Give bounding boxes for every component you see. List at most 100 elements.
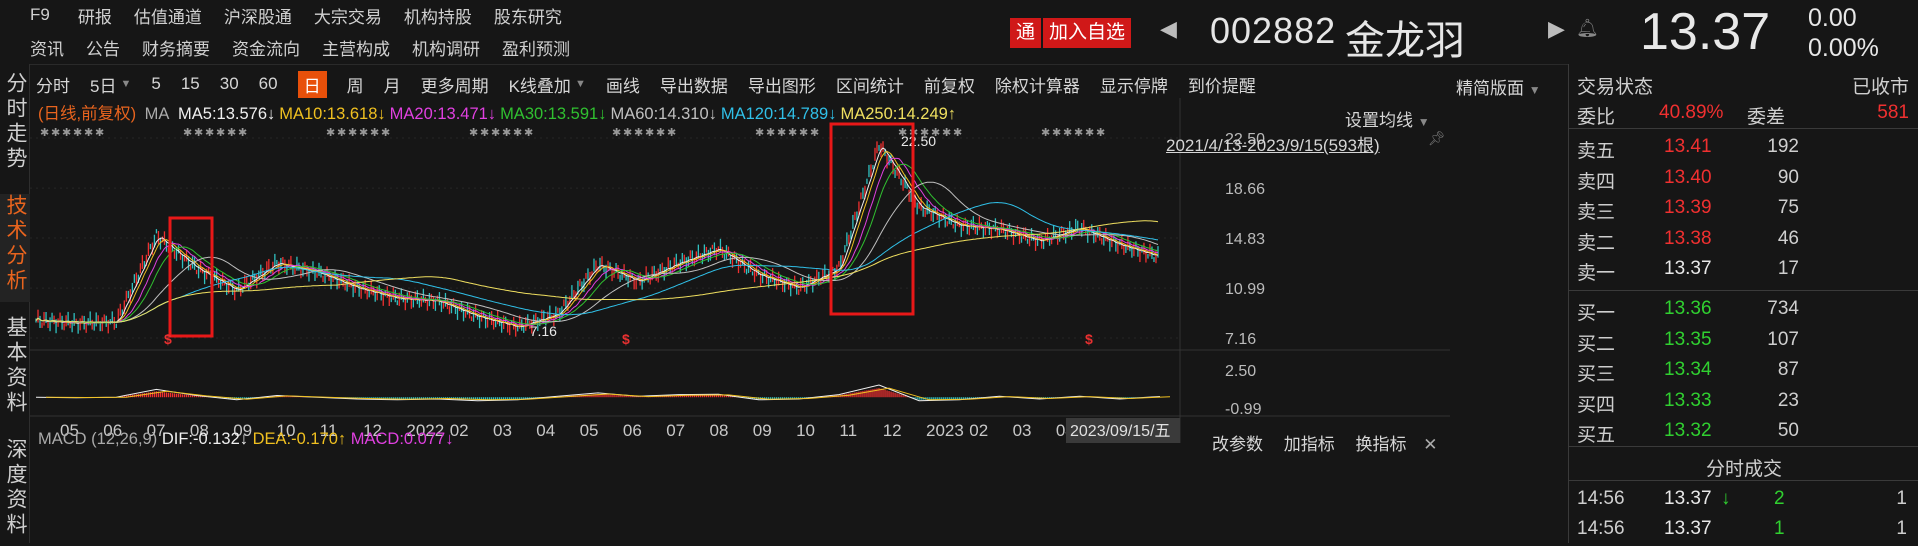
- tab-technical[interactable]: 技术分析: [0, 194, 30, 302]
- tab-deep[interactable]: 深度资料: [0, 438, 30, 546]
- add-watchlist-button[interactable]: 加入自选: [1043, 18, 1132, 48]
- nav-f9[interactable]: F9: [30, 5, 50, 24]
- buy-level-row[interactable]: 买二 13.35 107: [1569, 325, 1918, 355]
- event-marker: ✱: [634, 127, 643, 139]
- event-marker: ✱: [799, 127, 808, 139]
- event-marker: ✱: [95, 127, 104, 139]
- period-button[interactable]: 区间统计: [835, 76, 904, 96]
- event-marker: ✱: [238, 127, 247, 139]
- sell-level-price: 13.39: [1664, 197, 1712, 218]
- time-tick-label: 12: [883, 421, 902, 440]
- tick-time: 14:56: [1577, 518, 1625, 539]
- prev-stock-icon[interactable]: ◀: [1160, 16, 1177, 41]
- period-button[interactable]: 日: [297, 70, 327, 98]
- period-button[interactable]: 更多周期: [420, 76, 489, 96]
- nav-finance[interactable]: 财务摘要: [142, 39, 210, 59]
- time-tick-label: 09: [753, 421, 772, 440]
- period-button[interactable]: K线叠加: [508, 76, 571, 96]
- sell-level-row[interactable]: 卖一 13.37 17: [1569, 254, 1918, 284]
- sell-level-row[interactable]: 卖三 13.39 75: [1569, 193, 1918, 223]
- stock-name: 金龙羽: [1345, 19, 1465, 63]
- period-button[interactable]: 到价提醒: [1187, 76, 1256, 96]
- tong-badge[interactable]: 通: [1010, 18, 1042, 48]
- buy-level-row[interactable]: 买五 13.32 50: [1569, 416, 1918, 446]
- buy-level-row[interactable]: 买四 13.33 23: [1569, 386, 1918, 416]
- tab-basic[interactable]: 基本资料: [0, 316, 30, 424]
- event-marker: ✱: [502, 127, 511, 139]
- period-button[interactable]: 5: [151, 74, 161, 93]
- time-tick-label: 02: [969, 421, 988, 440]
- period-button[interactable]: 15: [180, 74, 200, 93]
- add-indicator-button[interactable]: 加指标: [1283, 435, 1335, 454]
- tick-time: 14:56: [1577, 488, 1625, 509]
- trade-status-label: 交易状态: [1577, 77, 1654, 98]
- buy-level-label: 买二: [1577, 333, 1616, 355]
- buy-level-label: 买五: [1577, 425, 1616, 446]
- price-change: 0.00: [1808, 4, 1857, 32]
- event-marker: ✱: [205, 127, 214, 139]
- period-button[interactable]: 导出图形: [747, 76, 816, 96]
- nav-fund-flow[interactable]: 资金流向: [232, 39, 300, 59]
- order-book-panel: 交易状态 已收市 委比 40.89% 委差 581 卖五 13.41 192 卖四 13…: [1568, 64, 1918, 543]
- event-marker: ✱: [326, 127, 335, 139]
- event-marker: ✱: [766, 127, 775, 139]
- nav-inst-holding[interactable]: 机构持股: [403, 7, 472, 27]
- event-marker: ✱: [359, 127, 368, 139]
- buy-level-row[interactable]: 买一 13.36 734: [1569, 294, 1918, 324]
- bell-icon[interactable]: 🔔︎: [1576, 18, 1599, 38]
- ma-line: [35, 201, 1159, 323]
- buy-level-row[interactable]: 买三 13.34 87: [1569, 355, 1918, 385]
- period-button[interactable]: 30: [219, 74, 239, 93]
- ticks-title-row: 分时成交: [1569, 450, 1918, 480]
- ma-label[interactable]: MA: [144, 105, 170, 123]
- nav-survey[interactable]: 机构调研: [412, 39, 480, 59]
- event-marker: ✱: [469, 127, 478, 139]
- simple-layout-button[interactable]: 精简版面 ▼: [1456, 74, 1541, 99]
- nav-news[interactable]: 资讯: [30, 39, 64, 59]
- nav-block-trade[interactable]: 大宗交易: [313, 7, 382, 27]
- tab-intraday[interactable]: 分时走势: [0, 72, 30, 180]
- macd-title[interactable]: MACD (12,26,9): [38, 430, 158, 448]
- dropdown-caret-icon[interactable]: ▼: [120, 78, 132, 90]
- change-params-button[interactable]: 改参数: [1212, 435, 1263, 454]
- nav-announcement[interactable]: 公告: [86, 39, 120, 59]
- period-button[interactable]: 60: [258, 74, 278, 93]
- nav-forecast[interactable]: 盈利预测: [502, 39, 570, 59]
- ma-line: [35, 163, 1159, 325]
- period-button[interactable]: 5日: [90, 76, 117, 96]
- switch-indicator-button[interactable]: 换指标: [1355, 435, 1407, 454]
- period-button[interactable]: 周: [346, 76, 364, 96]
- period-button[interactable]: 显示停牌: [1099, 76, 1168, 96]
- nav-valuation[interactable]: 估值通道: [133, 7, 202, 27]
- nav-hk-connect[interactable]: 沪深股通: [223, 7, 292, 27]
- sell-level-row[interactable]: 卖二 13.38 46: [1569, 224, 1918, 254]
- event-marker: ✱: [216, 127, 225, 139]
- set-ma-button[interactable]: 设置均线 ▼: [1345, 106, 1430, 131]
- next-stock-icon[interactable]: ▶: [1548, 16, 1565, 41]
- period-button[interactable]: 前复权: [923, 76, 975, 96]
- buy-level-label: 买三: [1577, 364, 1616, 385]
- sell-level-label: 卖二: [1577, 232, 1616, 254]
- close-indicator-icon[interactable]: ✕: [1423, 435, 1438, 454]
- sell-level-row[interactable]: 卖五 13.41 192: [1569, 132, 1918, 162]
- nav-shareholder[interactable]: 股东研究: [493, 7, 562, 27]
- date-range[interactable]: 2021/4/13-2023/9/15(593根): [1166, 136, 1380, 155]
- nav-research[interactable]: 研报: [77, 7, 112, 27]
- period-button[interactable]: 导出数据: [659, 76, 728, 96]
- period-button[interactable]: 除权计算器: [994, 76, 1080, 96]
- period-button[interactable]: 画线: [605, 76, 640, 96]
- period-button[interactable]: 分时: [36, 76, 70, 96]
- dropdown-caret-icon[interactable]: ▼: [574, 78, 586, 90]
- event-marker: ✱: [667, 127, 676, 139]
- nav-business[interactable]: 主营构成: [322, 39, 390, 59]
- event-marker: ✱: [480, 127, 489, 139]
- event-marker: ✱: [612, 127, 621, 139]
- period-button[interactable]: 月: [383, 76, 401, 96]
- status-row: 交易状态 已收市: [1569, 68, 1918, 98]
- sell-level-row[interactable]: 卖四 13.40 90: [1569, 163, 1918, 193]
- pin-icon[interactable]: 📌︎: [1428, 130, 1446, 146]
- tick-count: 1: [1896, 488, 1907, 509]
- ma-line: [35, 157, 1159, 327]
- sell-level-volume: 46: [1777, 227, 1799, 249]
